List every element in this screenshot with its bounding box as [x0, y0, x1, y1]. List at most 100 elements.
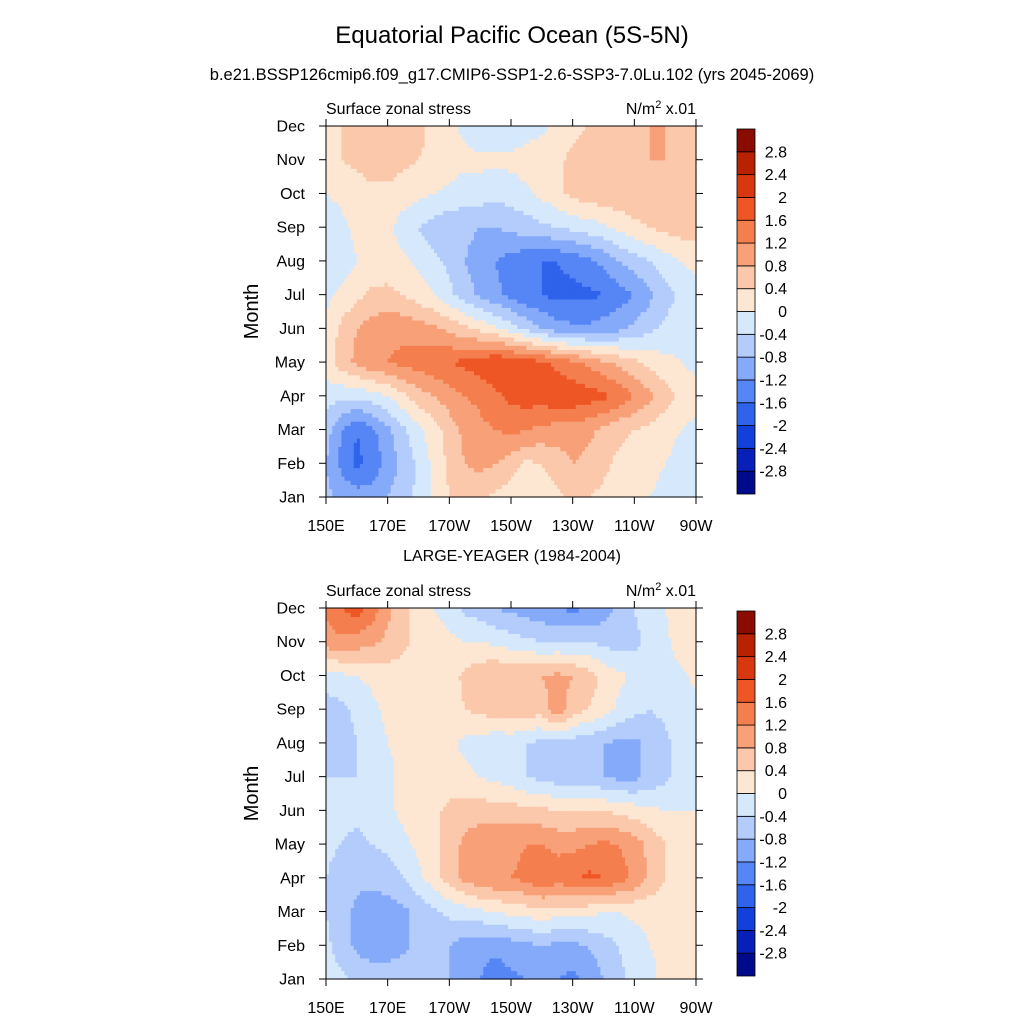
heatmap-cell — [341, 492, 346, 498]
heatmap-cell — [492, 471, 497, 477]
heatmap-cell — [350, 471, 355, 477]
heatmap-cell — [649, 484, 654, 490]
heatmap-cell — [603, 492, 608, 498]
heatmap-cell — [692, 467, 697, 473]
heatmap-cell — [474, 488, 478, 494]
heatmap-cell — [390, 471, 395, 477]
heatmap-cell — [363, 463, 367, 469]
heatmap-cell — [498, 484, 503, 490]
heatmap-cell — [643, 480, 648, 485]
heatmap-cell — [452, 475, 457, 481]
heatmap-cell — [588, 484, 592, 490]
heatmap-cell — [507, 488, 512, 494]
heatmap-cell — [649, 492, 654, 498]
heatmap-cell — [467, 492, 472, 498]
heatmap-cell — [600, 488, 605, 494]
heatmap-cell — [572, 480, 577, 485]
heatmap-cell — [329, 467, 333, 473]
heatmap-cell — [575, 488, 580, 494]
heatmap-cell — [486, 480, 491, 485]
heatmap-cell — [532, 492, 537, 498]
heatmap-cell — [433, 492, 438, 498]
heatmap-cell — [406, 475, 410, 481]
heatmap-cell — [600, 467, 605, 473]
heatmap-cell — [662, 488, 666, 494]
heatmap-cell — [532, 471, 537, 477]
heatmap-cell — [615, 471, 620, 477]
heatmap-cell — [659, 480, 663, 485]
heatmap-cell — [646, 488, 651, 494]
heatmap-cell — [483, 471, 487, 477]
heatmap-cell — [504, 475, 509, 481]
heatmap-cell — [470, 463, 475, 469]
heatmap-cell — [606, 475, 611, 481]
heatmap-cell — [603, 475, 608, 481]
heatmap-cell — [452, 492, 457, 498]
heatmap-cell — [424, 492, 429, 498]
heatmap-cell — [683, 475, 688, 481]
heatmap-cell — [511, 463, 515, 469]
heatmap-cell — [603, 467, 608, 473]
heatmap-cell — [557, 484, 561, 490]
heatmap-cell — [588, 480, 592, 485]
heatmap-cell — [560, 471, 565, 477]
heatmap-cell — [443, 475, 447, 481]
heatmap-cell — [557, 467, 561, 473]
heatmap-cell — [390, 463, 395, 469]
heatmap-cell — [609, 480, 614, 485]
heatmap-cell — [686, 475, 691, 481]
heatmap-cell — [588, 492, 592, 498]
heatmap-cell — [396, 492, 401, 498]
heatmap-cell — [458, 492, 463, 498]
panel-2-title: LARGE-YEAGER (1984-2004) — [0, 548, 1024, 566]
heatmap-cell — [566, 488, 571, 494]
heatmap-cell — [332, 488, 336, 494]
heatmap-cell — [464, 475, 469, 481]
heatmap-cell — [396, 484, 401, 490]
heatmap-cell — [501, 467, 506, 473]
heatmap-cell — [683, 480, 688, 485]
heatmap-cell — [668, 480, 672, 485]
heatmap-cell — [480, 480, 484, 485]
heatmap-cell — [452, 488, 457, 494]
heatmap-cell — [378, 488, 383, 494]
heatmap-cell — [474, 484, 478, 490]
heatmap-cell — [674, 471, 679, 477]
heatmap-cell — [329, 484, 333, 490]
heatmap-cell — [393, 463, 398, 469]
heatmap-cell — [498, 488, 503, 494]
heatmap-cell — [461, 463, 466, 469]
heatmap-cell — [600, 492, 605, 498]
heatmap-cell — [612, 488, 617, 494]
heatmap-cell — [674, 484, 679, 490]
heatmap-cell — [458, 475, 463, 481]
heatmap-cell — [440, 488, 444, 494]
heatmap-cell — [594, 480, 598, 485]
heatmap-cell — [566, 480, 571, 485]
heatmap-cell — [433, 463, 438, 469]
heatmap-cell — [594, 471, 598, 477]
heatmap-cell — [375, 492, 380, 498]
heatmap-cell — [477, 484, 481, 490]
heatmap-cell — [659, 488, 663, 494]
heatmap-cell — [643, 492, 648, 498]
heatmap-cell — [443, 480, 447, 485]
heatmap-cell — [523, 492, 528, 498]
heatmap-cell — [674, 475, 679, 481]
heatmap-cell — [486, 467, 491, 473]
heatmap-cell — [344, 467, 349, 473]
heatmap-cell — [541, 480, 546, 485]
heatmap-cell — [526, 484, 531, 490]
heatmap-cell — [403, 463, 407, 469]
heatmap-cell — [387, 467, 392, 473]
heatmap-cell — [415, 492, 420, 498]
heatmap-cell — [668, 467, 672, 473]
heatmap-cell — [430, 492, 435, 498]
heatmap-cell — [544, 488, 549, 494]
heatmap-cell — [418, 492, 423, 498]
heatmap-cell — [495, 492, 500, 498]
heatmap-cell — [585, 467, 589, 473]
heatmap-cell — [581, 480, 586, 485]
heatmap-cell — [523, 471, 528, 477]
heatmap-cell — [467, 480, 472, 485]
